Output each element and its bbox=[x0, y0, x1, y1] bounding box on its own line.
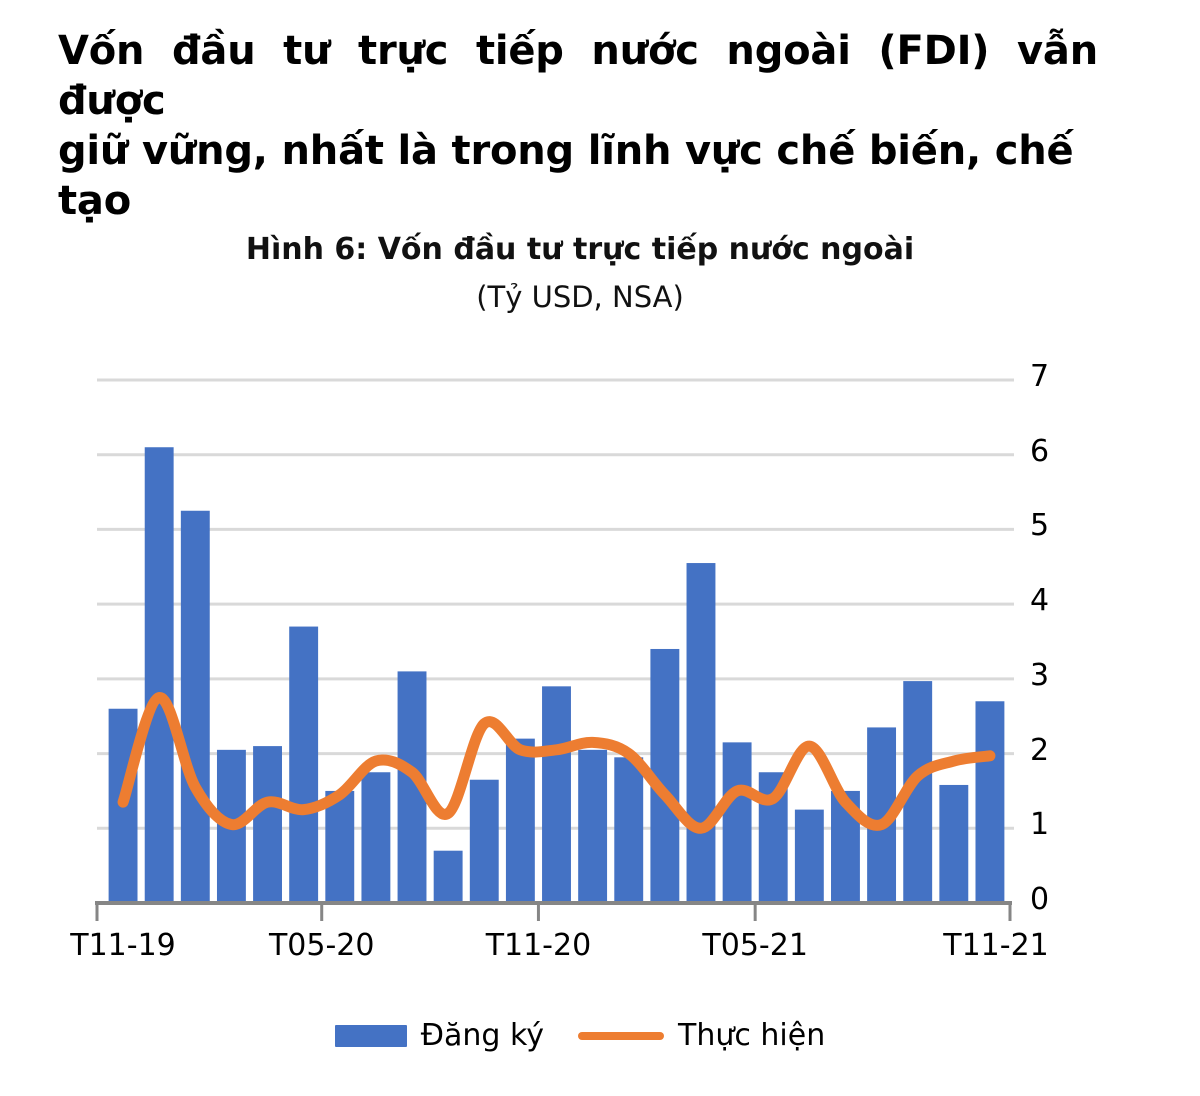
y-axis-tick-label: 6 bbox=[1030, 433, 1050, 469]
figure-subtitle: (Tỷ USD, NSA) bbox=[476, 280, 684, 314]
x-axis-tick-label: T11-21 bbox=[943, 928, 1049, 963]
bar[interactable] bbox=[794, 809, 824, 903]
legend-label: Thực hiện bbox=[678, 1018, 826, 1053]
page-headline: Vốn đầu tư trực tiếp nước ngoài (FDI) vẫ… bbox=[58, 26, 1098, 226]
line-series[interactable] bbox=[117, 692, 996, 834]
x-axis-tick-label: T05-21 bbox=[702, 928, 808, 963]
bar[interactable] bbox=[180, 510, 210, 903]
bar[interactable] bbox=[614, 757, 644, 903]
bar[interactable] bbox=[722, 742, 752, 903]
legend-item[interactable]: Đăng ký bbox=[334, 1018, 545, 1053]
bar[interactable] bbox=[325, 790, 355, 903]
bar[interactable] bbox=[289, 626, 319, 903]
legend-item[interactable]: Thực hiện bbox=[578, 1018, 825, 1053]
headline-line-2: giữ vững, nhất là trong lĩnh vực chế biế… bbox=[58, 128, 1074, 224]
x-axis-tick-label: T11-20 bbox=[485, 928, 592, 963]
y-axis-tick-label: 1 bbox=[1030, 807, 1050, 843]
bar[interactable] bbox=[542, 686, 571, 903]
headline-line-1: Vốn đầu tư trực tiếp nước ngoài (FDI) vẫ… bbox=[58, 28, 1098, 124]
y-axis-tick-label: 2 bbox=[1030, 732, 1050, 768]
legend-label: Đăng ký bbox=[420, 1018, 545, 1053]
figure-title: Hình 6: Vốn đầu tư trực tiếp nước ngoài bbox=[245, 232, 915, 267]
gridlines bbox=[97, 378, 1014, 830]
x-axis-tick-label: T05-20 bbox=[268, 928, 375, 963]
bar[interactable] bbox=[253, 746, 282, 903]
legend-bar-swatch-icon bbox=[334, 1024, 407, 1047]
bar[interactable] bbox=[939, 784, 969, 903]
y-axis-tick-label: 4 bbox=[1030, 583, 1050, 619]
y-axis-tick-label: 3 bbox=[1030, 657, 1050, 693]
y-axis-tick-label: 7 bbox=[1030, 359, 1050, 394]
bar[interactable] bbox=[578, 749, 608, 903]
bar[interactable] bbox=[144, 447, 174, 903]
y-axis-tick-label: 5 bbox=[1030, 508, 1050, 544]
x-axis-tick-label: T11-19 bbox=[70, 928, 176, 963]
bar[interactable] bbox=[975, 701, 1005, 903]
bar[interactable] bbox=[361, 772, 391, 903]
y-axis-tick-label: 0 bbox=[1030, 882, 1050, 917]
bar[interactable] bbox=[686, 563, 716, 903]
legend-line-swatch-icon bbox=[578, 1031, 665, 1040]
bar[interactable] bbox=[505, 738, 535, 903]
chart-legend: Đăng ký Thực hiện bbox=[0, 1018, 1160, 1053]
bar-series bbox=[108, 447, 1005, 903]
bar[interactable] bbox=[469, 779, 499, 903]
bar[interactable] bbox=[433, 850, 463, 903]
